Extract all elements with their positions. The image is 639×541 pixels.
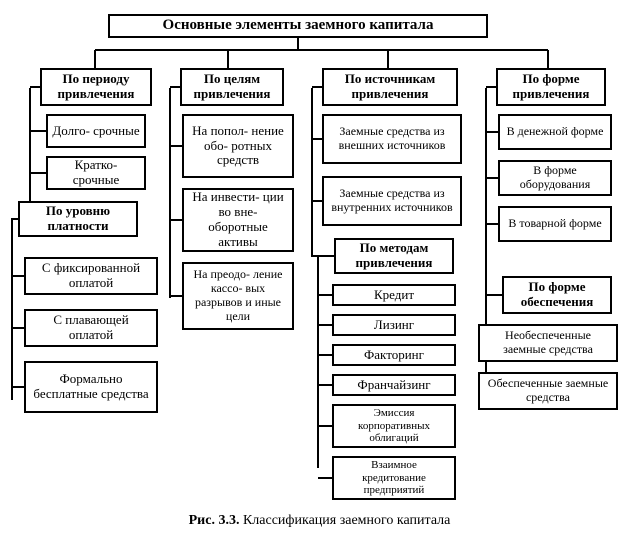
node-purpose-0: На попол- нение обо- ротных средств xyxy=(182,114,294,178)
node-payment-2: Формально бесплатные средства xyxy=(24,361,158,413)
node-payment-0: С фиксированной оплатой xyxy=(24,257,158,295)
node-collateral-1: Обеспеченные заемные средства xyxy=(478,372,618,410)
branch-header-sources: По источникам привлечения xyxy=(322,68,458,106)
node-payment-1: С плавающей оплатой xyxy=(24,309,158,347)
node-period-1: Кратко- срочные xyxy=(46,156,146,190)
caption-text: Классификация заемного капитала xyxy=(239,513,450,528)
node-form-0: В денежной форме xyxy=(498,114,612,150)
node-methods-4: Эмиссия корпоративных облигаций xyxy=(332,404,456,448)
branch-header-payment: По уровню платности xyxy=(18,201,138,237)
node-collateral-0: Необеспеченные заемные средства xyxy=(478,324,618,362)
node-purpose-2: На преодо- ление кассо- вых разрывов и и… xyxy=(182,262,294,330)
caption-number: Рис. 3.3. xyxy=(189,513,240,528)
node-methods-5: Взаимное кредитование предприятий xyxy=(332,456,456,500)
node-methods-1: Лизинг xyxy=(332,314,456,336)
node-period-0: Долго- срочные xyxy=(46,114,146,148)
root-header: Основные элементы заемного капитала xyxy=(108,14,488,38)
node-form-2: В товарной форме xyxy=(498,206,612,242)
branch-header-purpose: По целям привлечения xyxy=(180,68,284,106)
node-purpose-1: На инвести- ции во вне- оборотные активы xyxy=(182,188,294,252)
node-methods-0: Кредит xyxy=(332,284,456,306)
branch-header-collateral: По форме обеспечения xyxy=(502,276,612,314)
branch-header-methods: По методам привлечения xyxy=(334,238,454,274)
branch-header-period: По периоду привлечения xyxy=(40,68,152,106)
node-methods-2: Факторинг xyxy=(332,344,456,366)
node-sources-1: Заемные средства из внутренних источнико… xyxy=(322,176,462,226)
node-form-1: В форме оборудования xyxy=(498,160,612,196)
node-sources-0: Заемные средства из внешних источников xyxy=(322,114,462,164)
branch-header-form: По форме привлечения xyxy=(496,68,606,106)
figure-caption: Рис. 3.3. Классификация заемного капитал… xyxy=(0,513,639,529)
node-methods-3: Франчайзинг xyxy=(332,374,456,396)
